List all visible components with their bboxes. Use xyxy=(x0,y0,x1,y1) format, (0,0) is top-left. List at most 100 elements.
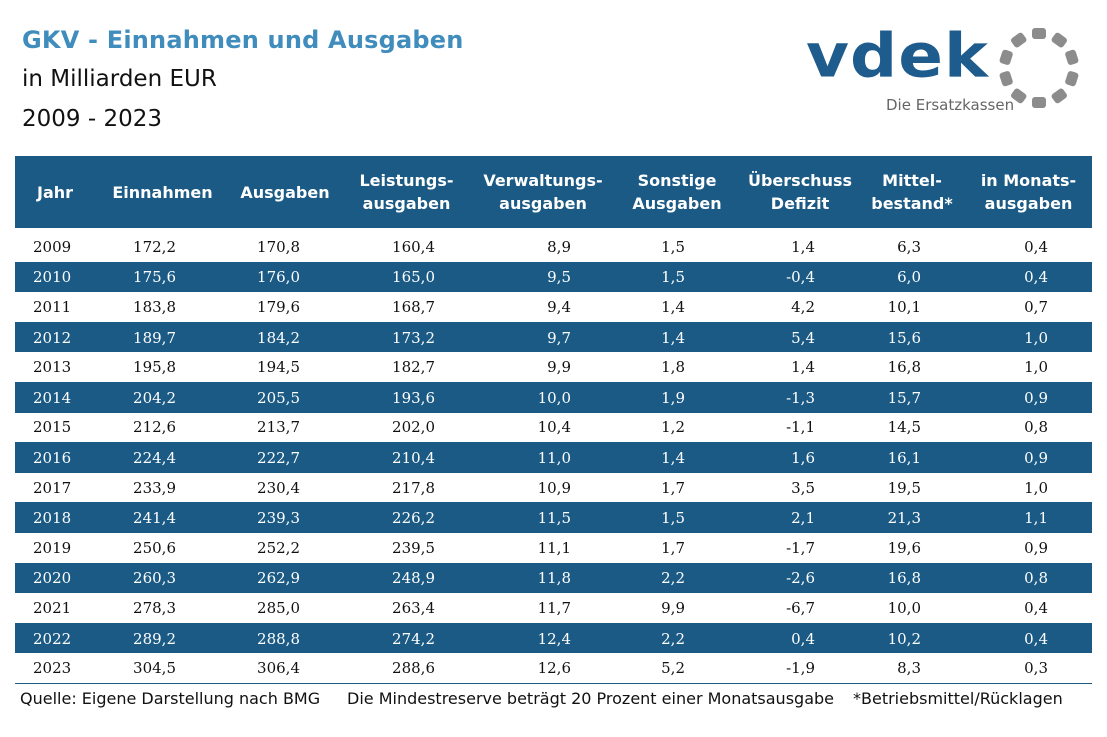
value-cell: 9,9 xyxy=(473,352,613,383)
finance-table: Jahr Einnahmen Ausgaben Leistungs-ausgaben V… xyxy=(15,156,1092,684)
value-cell: 194,5 xyxy=(230,352,340,383)
value-cell: 263,4 xyxy=(340,593,473,624)
value-cell: 233,9 xyxy=(95,472,230,504)
column-header-line: Leistungs- xyxy=(359,171,454,190)
year-cell: 2015 xyxy=(15,412,95,444)
year-cell: 2010 xyxy=(15,262,95,293)
value-cell: 1,5 xyxy=(613,262,741,293)
value-cell: 168,7 xyxy=(340,292,473,323)
table-row: 2023 304,5 306,4 288,6 12,6 5,2 -1,9 8,3 0,3 xyxy=(15,653,1092,684)
value-cell: 12,4 xyxy=(473,623,613,654)
period-subtitle: 2009 - 2023 xyxy=(22,106,162,132)
value-cell: 175,6 xyxy=(95,262,230,293)
table-row: 2021 278,3 285,0 263,4 11,7 9,9 -6,7 10,0 0,4 xyxy=(15,593,1092,624)
value-cell: 10,0 xyxy=(473,382,613,413)
value-cell: 1,5 xyxy=(613,502,741,533)
value-cell: 5,4 xyxy=(741,322,859,353)
value-cell: 1,7 xyxy=(613,532,741,564)
value-cell: -1,9 xyxy=(741,653,859,684)
value-cell: 241,4 xyxy=(95,502,230,533)
source-note: Quelle: Eigene Darstellung nach BMG xyxy=(20,689,321,708)
table-row: 2016 224,4 222,7 210,4 11,0 1,4 1,6 16,1 0,9 xyxy=(15,442,1092,473)
year-cell: 2016 xyxy=(15,442,95,473)
value-cell: 10,0 xyxy=(859,593,965,624)
value-cell: 15,7 xyxy=(859,382,965,413)
value-cell: 11,1 xyxy=(473,532,613,564)
value-cell: 202,0 xyxy=(340,412,473,444)
logo-wordmark: vdek xyxy=(806,20,989,92)
column-header-line: Defizit xyxy=(770,194,830,213)
value-cell: 5,2 xyxy=(613,653,741,684)
table-header-row: Jahr Einnahmen Ausgaben Leistungs-ausgaben V… xyxy=(15,156,1092,228)
value-cell: 278,3 xyxy=(95,593,230,624)
column-header-line: Sonstige xyxy=(637,171,717,190)
value-cell: 230,4 xyxy=(230,472,340,504)
value-cell: 11,5 xyxy=(473,502,613,533)
value-cell: 9,5 xyxy=(473,262,613,293)
column-header-line: Überschuss xyxy=(747,171,853,190)
value-cell: 288,6 xyxy=(340,653,473,684)
value-cell: 0,4 xyxy=(965,232,1092,263)
value-cell: 6,0 xyxy=(859,262,965,293)
table-row: 2017 233,9 230,4 217,8 10,9 1,7 3,5 19,5 1,0 xyxy=(15,472,1092,504)
value-cell: 0,3 xyxy=(965,653,1092,684)
value-cell: 4,2 xyxy=(741,292,859,323)
value-cell: 239,3 xyxy=(230,502,340,533)
table-row: 2019 250,6 252,2 239,5 11,1 1,7 -1,7 19,6 0,9 xyxy=(15,532,1092,564)
value-cell: -2,6 xyxy=(741,563,859,594)
footnote: *Betriebsmittel/Rücklagen xyxy=(853,689,1063,708)
value-cell: 2,2 xyxy=(613,623,741,654)
value-cell: 10,2 xyxy=(859,623,965,654)
value-cell: 1,9 xyxy=(613,382,741,413)
vdek-logo: vdek Die Ersatzkassen xyxy=(806,26,1086,118)
column-header: Jahr xyxy=(15,156,95,228)
column-header: Einnahmen xyxy=(95,156,230,228)
value-cell: 0,9 xyxy=(965,532,1092,564)
value-cell: 11,0 xyxy=(473,442,613,473)
table-row: 2018 241,4 239,3 226,2 11,5 1,5 2,1 21,3 1,1 xyxy=(15,502,1092,533)
year-cell: 2013 xyxy=(15,352,95,383)
value-cell: 16,8 xyxy=(859,563,965,594)
value-cell: 1,4 xyxy=(741,352,859,383)
column-header-line: ausgaben xyxy=(362,194,451,213)
year-cell: 2018 xyxy=(15,502,95,533)
table-row: 2009 172,2 170,8 160,4 8,9 1,5 1,4 6,3 0,4 xyxy=(15,232,1092,263)
column-header: Ausgaben xyxy=(230,156,340,228)
value-cell: 304,5 xyxy=(95,653,230,684)
value-cell: 0,4 xyxy=(965,623,1092,654)
value-cell: 14,5 xyxy=(859,412,965,444)
value-cell: 0,4 xyxy=(965,593,1092,624)
column-header-line: bestand* xyxy=(871,194,953,213)
value-cell: 10,4 xyxy=(473,412,613,444)
value-cell: 173,2 xyxy=(340,322,473,353)
value-cell: 1,1 xyxy=(965,502,1092,533)
table-row: 2020 260,3 262,9 248,9 11,8 2,2 -2,6 16,8 0,8 xyxy=(15,563,1092,594)
value-cell: 10,9 xyxy=(473,472,613,504)
value-cell: 170,8 xyxy=(230,232,340,263)
table-row: 2010 175,6 176,0 165,0 9,5 1,5 -0,4 6,0 0,4 xyxy=(15,262,1092,293)
value-cell: 183,8 xyxy=(95,292,230,323)
value-cell: 1,4 xyxy=(613,322,741,353)
unit-subtitle: in Milliarden EUR xyxy=(22,66,217,92)
value-cell: 1,6 xyxy=(741,442,859,473)
value-cell: 288,8 xyxy=(230,623,340,654)
year-cell: 2021 xyxy=(15,593,95,624)
value-cell: 165,0 xyxy=(340,262,473,293)
value-cell: 252,2 xyxy=(230,532,340,564)
value-cell: 213,7 xyxy=(230,412,340,444)
value-cell: 10,1 xyxy=(859,292,965,323)
value-cell: 9,4 xyxy=(473,292,613,323)
value-cell: 11,8 xyxy=(473,563,613,594)
value-cell: 204,2 xyxy=(95,382,230,413)
value-cell: 9,9 xyxy=(613,593,741,624)
value-cell: 6,3 xyxy=(859,232,965,263)
column-header-line: ausgaben xyxy=(499,194,587,213)
value-cell: 1,4 xyxy=(741,232,859,263)
value-cell: 1,2 xyxy=(613,412,741,444)
column-header: in Monats-ausgaben xyxy=(965,156,1092,228)
column-header-line: in Monats- xyxy=(980,171,1077,190)
value-cell: 262,9 xyxy=(230,563,340,594)
value-cell: 0,7 xyxy=(965,292,1092,323)
value-cell: 289,2 xyxy=(95,623,230,654)
value-cell: 19,6 xyxy=(859,532,965,564)
